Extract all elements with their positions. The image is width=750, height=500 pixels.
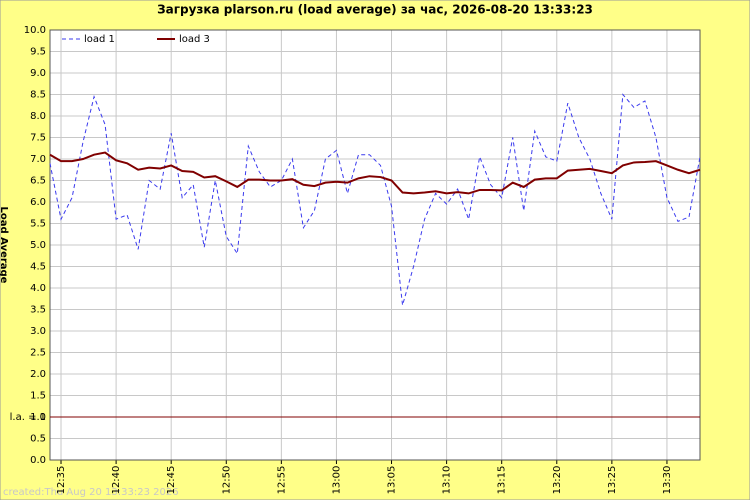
x-tick-label: 13:15 <box>497 466 508 495</box>
footer: created:Thu Aug 20 13:33:23 2026 <box>3 487 179 498</box>
x-tick-label: 13:00 <box>331 466 342 495</box>
series-line <box>49 93 701 306</box>
y-tick-label: 7.5 <box>30 133 46 144</box>
y-tick-label: 2.5 <box>30 348 46 359</box>
y-axis-label: Load Average <box>0 207 9 284</box>
x-tick-label: 13:10 <box>442 466 453 495</box>
x-tick-label: 13:05 <box>387 466 398 495</box>
y-tick-label: 2.0 <box>30 369 46 380</box>
x-tick-label: 12:40 <box>111 466 122 495</box>
y-tick-label: 8.5 <box>30 90 46 101</box>
y-tick-label: 6.5 <box>30 176 46 187</box>
y-tick-label: 1.0 <box>30 412 46 423</box>
series-line <box>49 151 701 195</box>
y-tick-label: 3.0 <box>30 326 46 337</box>
y-tick-label: 5.5 <box>30 219 46 230</box>
y-tick-label: 9.5 <box>30 47 46 58</box>
y-tick-label: 0.5 <box>30 434 46 445</box>
legend-label: load 1 <box>84 34 115 45</box>
y-tick-label: 7.0 <box>30 154 46 165</box>
plot-border <box>49 29 701 461</box>
x-tick-label: 13:25 <box>607 466 618 495</box>
x-tick-label: 12:55 <box>276 466 287 495</box>
reference-label: l.a. = 1 <box>10 412 46 423</box>
chart-title: Загрузка plarson.ru (load average) за ча… <box>157 3 593 17</box>
y-tick-label: 4.5 <box>30 262 46 273</box>
y-tick-label: 6.0 <box>30 197 46 208</box>
y-tick-label: 3.5 <box>30 305 46 316</box>
y-tick-label: 8.0 <box>30 111 46 122</box>
legend-label: load 3 <box>179 34 210 45</box>
y-tick-label: 0.0 <box>30 455 46 466</box>
x-tick-label: 12:45 <box>166 466 177 495</box>
x-tick-label: 13:20 <box>552 466 563 495</box>
y-tick-label: 1.5 <box>30 391 46 402</box>
x-tick-label: 12:50 <box>221 466 232 495</box>
y-tick-label: 5.0 <box>30 240 46 251</box>
y-tick-label: 9.0 <box>30 68 46 79</box>
y-tick-label: 4.0 <box>30 283 46 294</box>
x-tick-label: 13:30 <box>662 466 673 495</box>
x-tick-label: 12:35 <box>56 466 67 495</box>
y-tick-label: 10.0 <box>24 25 46 36</box>
